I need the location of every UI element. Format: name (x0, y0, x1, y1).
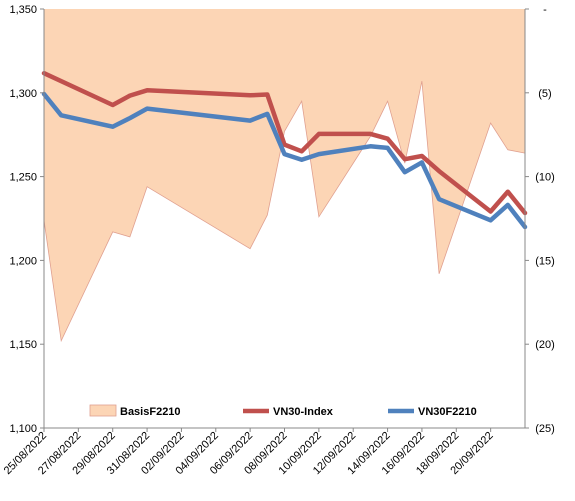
left-tick-label: 1,150 (9, 339, 37, 351)
legend-swatch-0 (89, 404, 117, 417)
left-tick-label: 1,100 (9, 423, 37, 435)
right-tick-label: (20) (535, 339, 555, 351)
right-tick-label: - (543, 4, 547, 16)
right-tick-label: (25) (535, 423, 555, 435)
right-tick-label: (15) (535, 255, 555, 267)
legend: BasisF2210 VN30-Index VN30F2210 (89, 404, 477, 418)
series-line-1 (41, 70, 528, 216)
left-tick-label: 1,300 (9, 88, 37, 100)
right-tick-label: (5) (538, 88, 551, 100)
series-line-2 (41, 91, 528, 230)
right-tick-label: (10) (535, 172, 555, 184)
legend-label-1: VN30-Index (273, 406, 334, 418)
legend-label-2: VN30F2210 (418, 406, 477, 418)
left-tick-label: 1,350 (9, 4, 37, 16)
legend-label-0: BasisF2210 (120, 406, 181, 418)
left-tick-label: 1,250 (9, 172, 37, 184)
basis-area-layer (43, 9, 526, 343)
left-tick-label: 1,200 (9, 255, 37, 267)
line-series-layer (41, 70, 528, 230)
series-area-0 (44, 9, 525, 341)
